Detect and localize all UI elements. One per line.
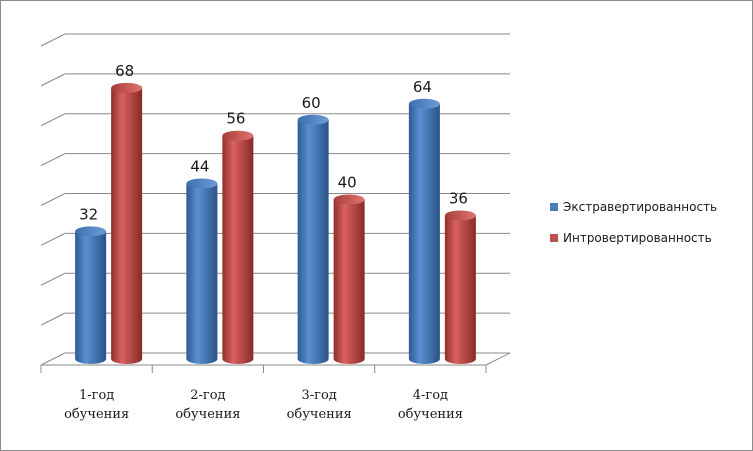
bar-introversion xyxy=(111,87,143,364)
bar-top xyxy=(444,210,476,221)
gridline-diagonal xyxy=(40,352,66,366)
category-label: 3-год xyxy=(301,388,336,403)
category-label: обучения xyxy=(398,407,463,422)
bar-introversion xyxy=(222,135,254,364)
bar-top xyxy=(408,98,440,109)
data-label: 60 xyxy=(302,94,321,112)
bar-top xyxy=(297,114,329,125)
legend: Экстравертированность Интровертированност… xyxy=(550,200,717,245)
data-label: 40 xyxy=(338,174,357,192)
bar-introversion xyxy=(333,199,365,364)
bar-introversion xyxy=(444,215,476,364)
legend-entry: Интровертированность xyxy=(563,231,712,245)
data-label: 32 xyxy=(79,205,98,223)
bar-top xyxy=(333,194,365,205)
gridline-diagonal xyxy=(40,73,66,87)
data-label: 68 xyxy=(115,62,134,80)
bar-top xyxy=(111,82,143,93)
gridline-diagonal xyxy=(40,193,66,206)
bar-extraversion xyxy=(186,183,218,364)
data-label: 36 xyxy=(449,189,468,207)
gridline-diagonal xyxy=(40,153,66,167)
bar-top xyxy=(186,178,218,189)
gridline-diagonal xyxy=(40,272,66,286)
bar-extraversion xyxy=(408,103,440,365)
category-label: обучения xyxy=(175,407,240,422)
bars xyxy=(75,82,476,365)
legend-swatch xyxy=(550,203,558,211)
legend-swatch xyxy=(550,234,558,242)
category-label: 4-год xyxy=(413,388,448,403)
bar-extraversion xyxy=(75,231,107,364)
data-labels: 32 68 44 56 60 40 64 36 xyxy=(79,62,468,224)
gridline-diagonal xyxy=(40,33,66,47)
data-label: 56 xyxy=(226,110,245,128)
gridline-diagonal xyxy=(40,232,66,246)
bar-top xyxy=(75,226,107,237)
category-label: 1-год xyxy=(79,388,114,403)
gridline-diagonal xyxy=(40,113,66,127)
floor-side xyxy=(485,352,511,366)
category-labels: 1-год обучения 2-год обучения 3-год обучения 4… xyxy=(64,388,463,422)
data-label: 64 xyxy=(413,78,432,96)
bar-extraversion xyxy=(297,119,329,364)
data-label: 44 xyxy=(190,158,209,176)
category-label: обучения xyxy=(287,407,352,422)
bar-top xyxy=(222,130,254,141)
legend-entry: Экстравертированность xyxy=(563,200,717,214)
gridline-diagonal xyxy=(40,312,66,326)
category-label: 2-год xyxy=(190,388,225,403)
category-label: обучения xyxy=(64,407,129,422)
